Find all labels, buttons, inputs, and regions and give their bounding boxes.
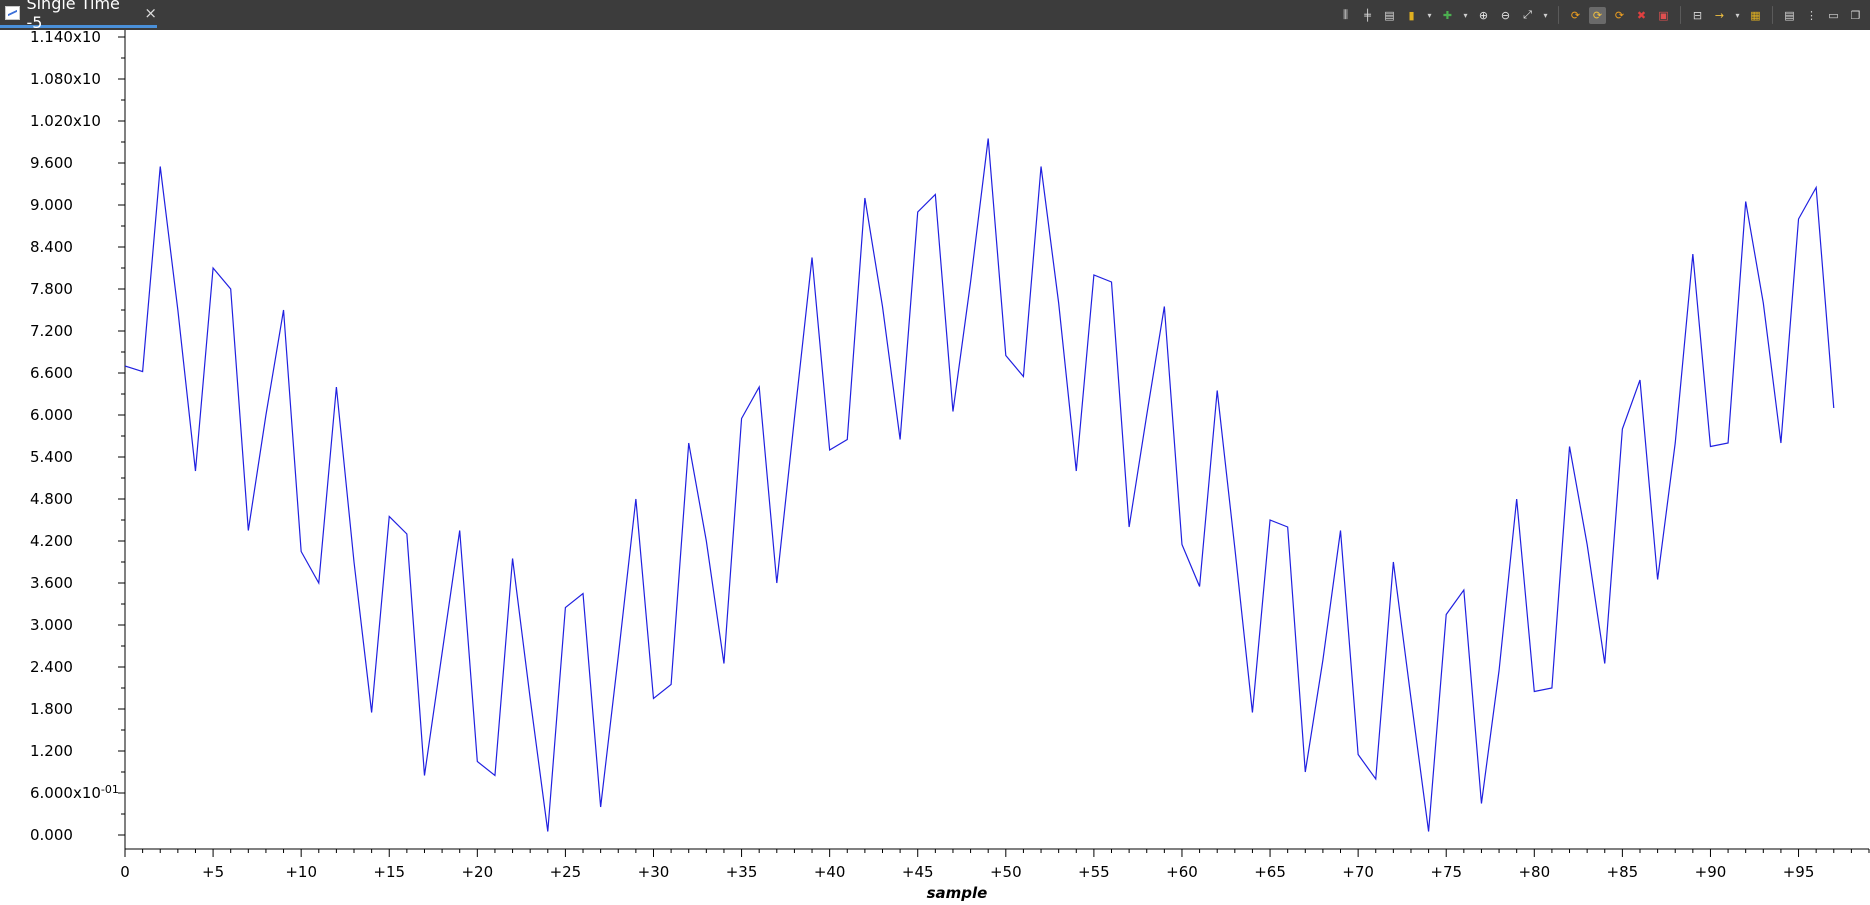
x-tick-label: +55 <box>1078 863 1110 881</box>
plugin-icon[interactable]: ✚ <box>1442 8 1453 22</box>
title-bar: Single Time -5 × ⫼ ╪ ▤ ▮ ▾ ✚ ▾ ⊕ ⊖ ⤢ ▾ ⟳ ⟳ ⟳ ✖ ▣ ⊟ → ▾ ▦ ▤ ⋮ ▭… <box>0 0 1870 32</box>
plugin-dropdown-icon[interactable]: ▾ <box>1463 10 1468 20</box>
x-tick-label: 0 <box>120 863 130 881</box>
y-tick-label: 4.800 <box>30 490 73 508</box>
x-tick-label: +90 <box>1695 863 1727 881</box>
snapshot-icon[interactable]: ⊟ <box>1692 8 1703 22</box>
x-tick-label: +5 <box>202 863 224 881</box>
y-tick-label: 3.000 <box>30 616 73 634</box>
toolbar: ⫼ ╪ ▤ ▮ ▾ ✚ ▾ ⊕ ⊖ ⤢ ▾ ⟳ ⟳ ⟳ ✖ ▣ ⊟ → ▾ ▦ ▤ ⋮ ▭ ❐ <box>1337 0 1864 30</box>
x-tick-label: +10 <box>285 863 317 881</box>
auto-refresh-icon[interactable]: ⟳ <box>1589 6 1606 24</box>
maximize-icon[interactable]: ❐ <box>1850 8 1861 22</box>
y-tick-exponent: -01 <box>101 783 119 796</box>
y-tick-label: 9.000 <box>30 196 73 214</box>
stop-refresh-icon[interactable]: ✖ <box>1636 8 1647 22</box>
x-tick-label: +15 <box>373 863 405 881</box>
x-tick-label: +80 <box>1518 863 1550 881</box>
refresh-settings-icon[interactable]: ⟳ <box>1614 8 1625 22</box>
separator <box>1558 6 1559 24</box>
align-horizontal-icon[interactable]: ╪ <box>1364 8 1371 22</box>
zoom-dropdown-icon[interactable]: ▾ <box>1543 10 1548 20</box>
graph-properties-icon[interactable]: ▦ <box>1750 8 1761 22</box>
properties-icon[interactable]: ▣ <box>1658 8 1669 22</box>
measure-dropdown-icon[interactable]: ▾ <box>1427 10 1432 20</box>
more-menu-icon[interactable]: ⋮ <box>1806 8 1817 22</box>
time-graph[interactable]: 0.000 6.000x10-01 1.200 1.800 2.400 3.000 3.60… <box>0 30 1870 905</box>
y-tick-label: 7.800 <box>30 280 73 298</box>
y-tick-label: 9.600 <box>30 154 73 172</box>
measure-icon[interactable]: ▮ <box>1408 8 1415 22</box>
y-tick-label: 0.000 <box>30 826 73 844</box>
y-tick-label: 6.000 <box>30 406 73 424</box>
tab-title: Single Time -5 <box>26 0 120 32</box>
x-tick-label: +45 <box>902 863 934 881</box>
y-tick-label: 6.600 <box>30 364 73 382</box>
y-tick-label: 1.800 <box>30 700 73 718</box>
table-icon[interactable]: ▤ <box>1784 8 1795 22</box>
x-tick-label: +60 <box>1166 863 1198 881</box>
export-dropdown-icon[interactable]: ▾ <box>1735 10 1740 20</box>
x-tick-label: +70 <box>1342 863 1374 881</box>
export-icon[interactable]: → <box>1714 8 1725 22</box>
x-tick-label: +75 <box>1430 863 1462 881</box>
x-tick-label: +20 <box>461 863 493 881</box>
y-tick-label: 1.020x10 <box>30 112 101 130</box>
y-tick-label: 8.400 <box>30 238 73 256</box>
minimize-icon[interactable]: ▭ <box>1828 8 1839 22</box>
y-tick-label: 2.400 <box>30 658 73 676</box>
x-tick-label: +35 <box>726 863 758 881</box>
close-icon[interactable]: × <box>144 3 157 22</box>
x-tick-label: +25 <box>550 863 582 881</box>
y-tick-label: 3.600 <box>30 574 73 592</box>
x-tick-label: +85 <box>1607 863 1639 881</box>
align-vertical-icon[interactable]: ⫼ <box>1342 8 1349 21</box>
y-tick-label: 1.140x10 <box>30 30 101 46</box>
graph-icon <box>5 5 21 20</box>
layout-icon[interactable]: ▤ <box>1384 8 1395 22</box>
zoom-out-icon[interactable]: ⊖ <box>1500 8 1511 22</box>
x-tick-label: +95 <box>1783 863 1815 881</box>
x-tick-label: +65 <box>1254 863 1286 881</box>
separator <box>1680 6 1681 24</box>
y-tick-label: 4.200 <box>30 532 73 550</box>
separator <box>1772 6 1773 24</box>
y-tick-label: 1.080x10 <box>30 70 101 88</box>
y-tick-label: 1.200 <box>30 742 73 760</box>
x-tick-label: +50 <box>990 863 1022 881</box>
y-tick-label: 5.400 <box>30 448 73 466</box>
zoom-in-icon[interactable]: ⊕ <box>1478 8 1489 22</box>
y-tick-label: 6.000x10-01 <box>30 783 119 802</box>
refresh-icon[interactable]: ⟳ <box>1570 8 1581 22</box>
x-tick-label: +30 <box>638 863 670 881</box>
zoom-fit-icon[interactable]: ⤢ <box>1523 8 1532 21</box>
tab-single-time[interactable]: Single Time -5 × <box>0 0 157 32</box>
x-tick-label: +40 <box>814 863 846 881</box>
series-line <box>124 138 1835 832</box>
y-tick-label: 7.200 <box>30 322 73 340</box>
x-axis-title: sample <box>927 884 988 902</box>
